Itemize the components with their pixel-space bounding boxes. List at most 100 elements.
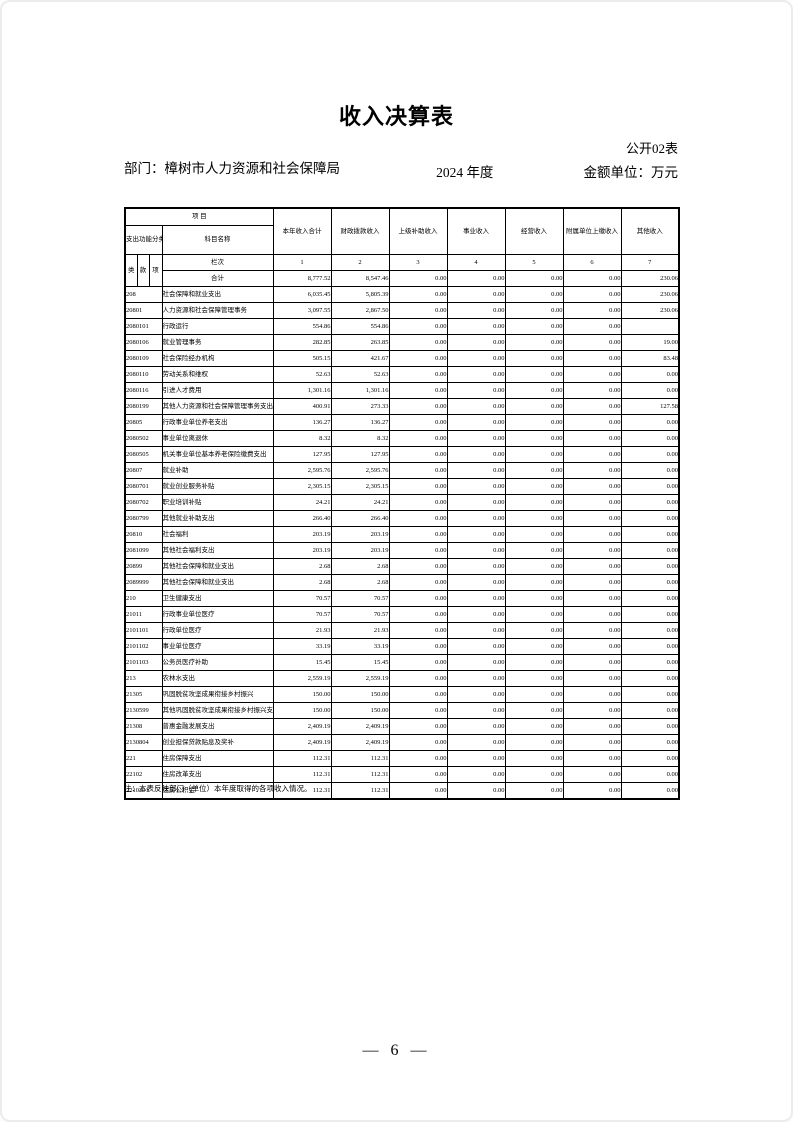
total-value-cell: 230.06 bbox=[620, 270, 680, 287]
value-cell: 127.95 bbox=[330, 446, 390, 463]
value-cell: 0.00 bbox=[446, 670, 506, 687]
value-cell: 0.00 bbox=[446, 718, 506, 735]
value-cell: 0.00 bbox=[620, 654, 680, 671]
subject-name-cell: 就业补助 bbox=[161, 462, 274, 479]
value-cell: 0.00 bbox=[446, 734, 506, 751]
value-cell: 0.00 bbox=[504, 622, 564, 639]
value-cell: 554.86 bbox=[272, 318, 332, 335]
value-cell: 0.00 bbox=[388, 766, 448, 783]
value-cell: 0.00 bbox=[562, 526, 622, 543]
value-cell: 0.00 bbox=[388, 318, 448, 335]
value-cell: 112.31 bbox=[272, 750, 332, 767]
income-statement-table: 项 目 本年收入合计 财政拨款收入 上级补助收入 事业收入 经营收入 附属单位上… bbox=[124, 207, 680, 800]
value-cell: 0.00 bbox=[388, 334, 448, 351]
value-cell: 0.00 bbox=[620, 510, 680, 527]
table-row: 2080109 社会保险经办机构 505.15 421.67 0.00 0.00 0.00 0… bbox=[124, 350, 680, 367]
code-cell: 22102 bbox=[124, 766, 163, 783]
value-cell: 230.06 bbox=[620, 286, 680, 303]
table-row: 2130599 其他巩固脱贫攻坚成果衔接乡村振兴支出 150.00 150.00 0.0… bbox=[124, 702, 680, 719]
value-cell: 0.00 bbox=[562, 350, 622, 367]
code-cell: 20810 bbox=[124, 526, 163, 543]
value-cell: 2.68 bbox=[272, 558, 332, 575]
code-cell: 2080502 bbox=[124, 430, 163, 447]
value-cell: 0.00 bbox=[504, 526, 564, 543]
value-cell: 0.00 bbox=[562, 766, 622, 783]
value-cell: 127.95 bbox=[272, 446, 332, 463]
table-row: 208 社会保障和就业支出 6,035.45 5,805.39 0.00 0.00 0.00… bbox=[124, 286, 680, 303]
value-cell: 266.40 bbox=[330, 510, 390, 527]
value-cell: 0.00 bbox=[504, 414, 564, 431]
code-cell: 2101102 bbox=[124, 638, 163, 655]
lanci-label-cell: 栏次 bbox=[161, 254, 274, 271]
table-row: 21308 普惠金融发展支出 2,409.19 2,409.19 0.00 0.00 0.0… bbox=[124, 718, 680, 735]
value-cell: 0.00 bbox=[446, 414, 506, 431]
value-cell: 0.00 bbox=[620, 558, 680, 575]
value-cell: 0.00 bbox=[446, 606, 506, 623]
value-cell: 0.00 bbox=[562, 574, 622, 591]
value-cell: 0.00 bbox=[504, 366, 564, 383]
code-cell: 221 bbox=[124, 750, 163, 767]
value-cell: 0.00 bbox=[446, 382, 506, 399]
table-row: 21011 行政事业单位医疗 70.57 70.57 0.00 0.00 0.00 0.00 0… bbox=[124, 606, 680, 623]
value-cell: 0.00 bbox=[388, 590, 448, 607]
code-cell: 2080505 bbox=[124, 446, 163, 463]
subject-name-cell: 行政事业单位医疗 bbox=[161, 606, 274, 623]
header-row-lanci: 类 款 项 栏次 1 2 3 4 5 6 7 bbox=[124, 254, 680, 287]
code-cell: 20801 bbox=[124, 302, 163, 319]
table-row: 2081099 其他社会福利支出 203.19 203.19 0.00 0.00 0.00 0… bbox=[124, 542, 680, 559]
value-cell: 8.32 bbox=[330, 430, 390, 447]
value-cell: 0.00 bbox=[504, 654, 564, 671]
column-number-cell: 6 bbox=[562, 254, 622, 271]
code-cell: 2080199 bbox=[124, 398, 163, 415]
value-cell: 2,409.19 bbox=[272, 718, 332, 735]
value-cell: 83.48 bbox=[620, 350, 680, 367]
value-cell: 0.00 bbox=[388, 558, 448, 575]
table-row: 221 住房保障支出 112.31 112.31 0.00 0.00 0.00 0.00 0.0… bbox=[124, 750, 680, 767]
value-cell: 0.00 bbox=[562, 286, 622, 303]
subject-name-cell: 其他就业补助支出 bbox=[161, 510, 274, 527]
value-cell: 0.00 bbox=[446, 318, 506, 335]
table-row: 21305 巩固脱贫攻坚成果衔接乡村振兴 150.00 150.00 0.00 0.00 0… bbox=[124, 686, 680, 703]
value-cell: 0.00 bbox=[504, 702, 564, 719]
value-cell: 0.00 bbox=[388, 286, 448, 303]
value-cell: 3,097.55 bbox=[272, 302, 332, 319]
column-header: 上级补助收入 bbox=[388, 207, 448, 255]
value-cell: 273.33 bbox=[330, 398, 390, 415]
column-header: 本年收入合计 bbox=[272, 207, 332, 255]
subject-name-cell: 引进人才费用 bbox=[161, 382, 274, 399]
value-cell: 70.57 bbox=[330, 590, 390, 607]
subject-name-cell: 就业创业服务补贴 bbox=[161, 478, 274, 495]
subject-name-cell: 巩固脱贫攻坚成果衔接乡村振兴 bbox=[161, 686, 274, 703]
value-cell: 0.00 bbox=[620, 718, 680, 735]
value-cell: 150.00 bbox=[330, 686, 390, 703]
column-number-cell: 7 bbox=[620, 254, 680, 271]
value-cell: 0.00 bbox=[504, 782, 564, 800]
value-cell: 0.00 bbox=[446, 462, 506, 479]
value-cell: 0.00 bbox=[620, 462, 680, 479]
value-cell: 0.00 bbox=[388, 350, 448, 367]
value-cell: 0.00 bbox=[388, 494, 448, 511]
value-cell: 0.00 bbox=[620, 414, 680, 431]
value-cell: 0.00 bbox=[620, 430, 680, 447]
column-header: 其他收入 bbox=[620, 207, 680, 255]
value-cell: 0.00 bbox=[446, 622, 506, 639]
code-cell: 2080101 bbox=[124, 318, 163, 335]
table-body: 项 目 本年收入合计 财政拨款收入 上级补助收入 事业收入 经营收入 附属单位上… bbox=[124, 207, 680, 800]
value-cell: 0.00 bbox=[620, 702, 680, 719]
value-cell: 0.00 bbox=[504, 734, 564, 751]
column-number-cell: 3 bbox=[388, 254, 448, 271]
column-number-cell: 1 bbox=[272, 254, 332, 271]
code-sub-header-lei: 类 bbox=[124, 254, 138, 287]
code-cell: 208 bbox=[124, 286, 163, 303]
value-cell: 0.00 bbox=[446, 638, 506, 655]
value-cell: 1,301.16 bbox=[330, 382, 390, 399]
value-cell: 33.19 bbox=[330, 638, 390, 655]
column-number-cell: 2 bbox=[330, 254, 390, 271]
value-cell: 0.00 bbox=[388, 702, 448, 719]
value-cell: 2,595.76 bbox=[272, 462, 332, 479]
value-cell: 0.00 bbox=[504, 462, 564, 479]
subject-name-cell: 其他社会保障和就业支出 bbox=[161, 574, 274, 591]
value-cell: 0.00 bbox=[620, 382, 680, 399]
amount-unit-label: 金额单位：万元 bbox=[583, 165, 679, 180]
value-cell: 0.00 bbox=[562, 334, 622, 351]
